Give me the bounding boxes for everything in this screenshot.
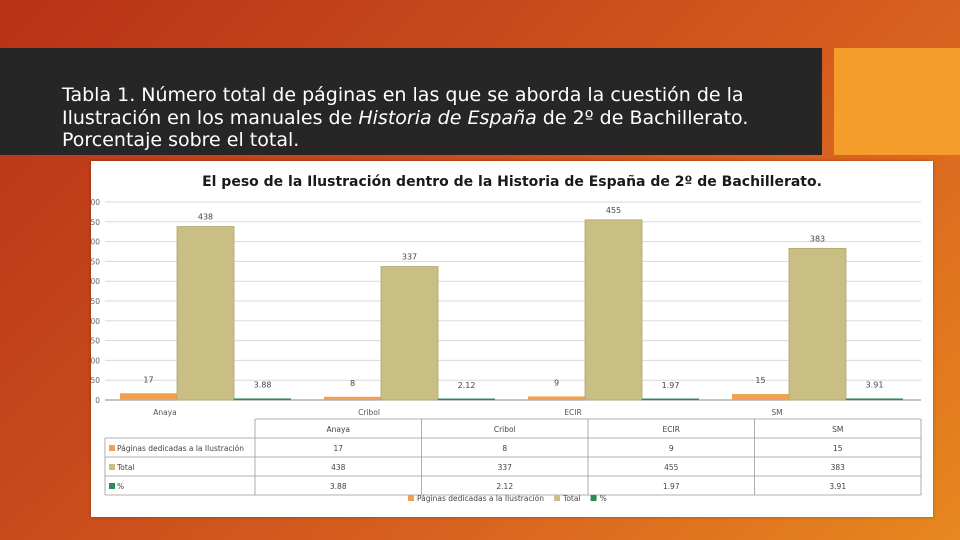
x-tick-label-sm: SM <box>771 408 782 417</box>
bar-total-ecir <box>584 219 643 401</box>
bar-pct-anaya <box>234 398 291 400</box>
header-band <box>0 48 822 155</box>
x-tick-label-anaya: Anaya <box>153 408 177 417</box>
legend-label-total: Total <box>562 494 581 503</box>
table-cell-total-sm: 383 <box>831 463 846 472</box>
bar-total-cribol <box>380 266 439 401</box>
y-tick-label-150: 150 <box>91 337 100 346</box>
data-label-total-sm: 383 <box>810 234 825 243</box>
bar-total-anaya <box>176 226 235 401</box>
data-label-pct-anaya: 3.88 <box>254 380 272 389</box>
table-cell-pct-sm: 3.91 <box>829 482 846 491</box>
chart-title: El peso de la Ilustración dentro de la H… <box>202 174 822 190</box>
bar-paginas-anaya <box>120 393 177 400</box>
bar-total-sm <box>788 247 847 401</box>
x-tick-label-ecir: ECIR <box>564 408 581 417</box>
y-tick-label-500: 500 <box>91 198 100 207</box>
table-header-cribol: Cribol <box>494 425 516 434</box>
data-label-total-anaya: 438 <box>198 213 213 222</box>
bar-pct-sm <box>846 398 903 400</box>
table-cell-paginas-sm: 15 <box>833 444 843 453</box>
x-tick-label-cribol: Cribol <box>358 408 380 417</box>
data-label-paginas-cribol: 8 <box>350 379 355 388</box>
data-label-paginas-anaya: 17 <box>143 375 153 384</box>
y-tick-label-50: 50 <box>91 376 100 385</box>
data-label-total-cribol: 337 <box>402 253 417 262</box>
chart-panel: El peso de la Ilustración dentro de la H… <box>91 161 933 517</box>
table-row-label-paginas: Páginas dedicadas a la Ilustración <box>117 444 244 453</box>
table-legend-key-total <box>109 464 115 470</box>
table-cell-paginas-ecir: 9 <box>669 444 674 453</box>
bar-pct-cribol <box>438 398 495 400</box>
legend-label-paginas: Páginas dedicadas a la Ilustración <box>417 494 544 503</box>
data-label-pct-ecir: 1.97 <box>662 381 680 390</box>
table-cell-pct-anaya: 3.88 <box>330 482 347 491</box>
table-row-label-pct: % <box>117 482 124 491</box>
table-cell-pct-cribol: 2.12 <box>496 482 513 491</box>
table-cell-total-cribol: 337 <box>498 463 513 472</box>
table-cell-paginas-anaya: 17 <box>333 444 343 453</box>
table-header-anaya: Anaya <box>326 425 350 434</box>
legend-swatch-pct <box>590 495 597 501</box>
y-tick-label-250: 250 <box>91 297 100 306</box>
table-row-label-total: Total <box>116 463 135 472</box>
slide-title-part1: Tabla 1. Número total de páginas en las … <box>62 84 744 129</box>
accent-box <box>834 48 960 155</box>
bar-paginas-sm <box>732 394 789 400</box>
table-cell-total-anaya: 438 <box>331 463 346 472</box>
table-legend-key-paginas <box>109 445 115 451</box>
bar-paginas-ecir <box>528 396 585 400</box>
slide-title-part2: de 2º de Bachillerato. Porcentaje sobre … <box>62 106 749 152</box>
legend-swatch-total <box>554 495 561 501</box>
y-tick-label-100: 100 <box>91 356 100 365</box>
y-tick-label-200: 200 <box>91 317 100 326</box>
table-header-sm: SM <box>832 425 843 434</box>
slide-title: Tabla 1. Número total de páginas en las … <box>62 84 802 152</box>
bar-paginas-cribol <box>324 396 381 400</box>
table-cell-total-ecir: 455 <box>664 463 679 472</box>
table-cell-pct-ecir: 1.97 <box>663 482 680 491</box>
data-label-total-ecir: 455 <box>606 206 621 215</box>
bar-pct-ecir <box>642 398 699 400</box>
legend-swatch-paginas <box>408 495 414 501</box>
y-tick-label-300: 300 <box>91 277 100 286</box>
data-label-pct-cribol: 2.12 <box>458 381 476 390</box>
table-cell-paginas-cribol: 8 <box>502 444 507 453</box>
data-label-pct-sm: 3.91 <box>866 380 884 389</box>
table-legend-key-pct <box>109 483 115 489</box>
y-tick-label-450: 450 <box>91 218 100 227</box>
y-tick-label-350: 350 <box>91 257 100 266</box>
chart-svg: El peso de la Ilustración dentro de la H… <box>91 174 922 503</box>
data-label-paginas-sm: 15 <box>755 376 765 385</box>
legend-label-pct: % <box>600 494 607 503</box>
table-header-ecir: ECIR <box>663 425 680 434</box>
slide-title-italic: Historia de España <box>358 106 537 129</box>
y-tick-label-0: 0 <box>95 396 100 405</box>
y-tick-label-400: 400 <box>91 238 100 247</box>
data-label-paginas-ecir: 9 <box>554 378 559 387</box>
